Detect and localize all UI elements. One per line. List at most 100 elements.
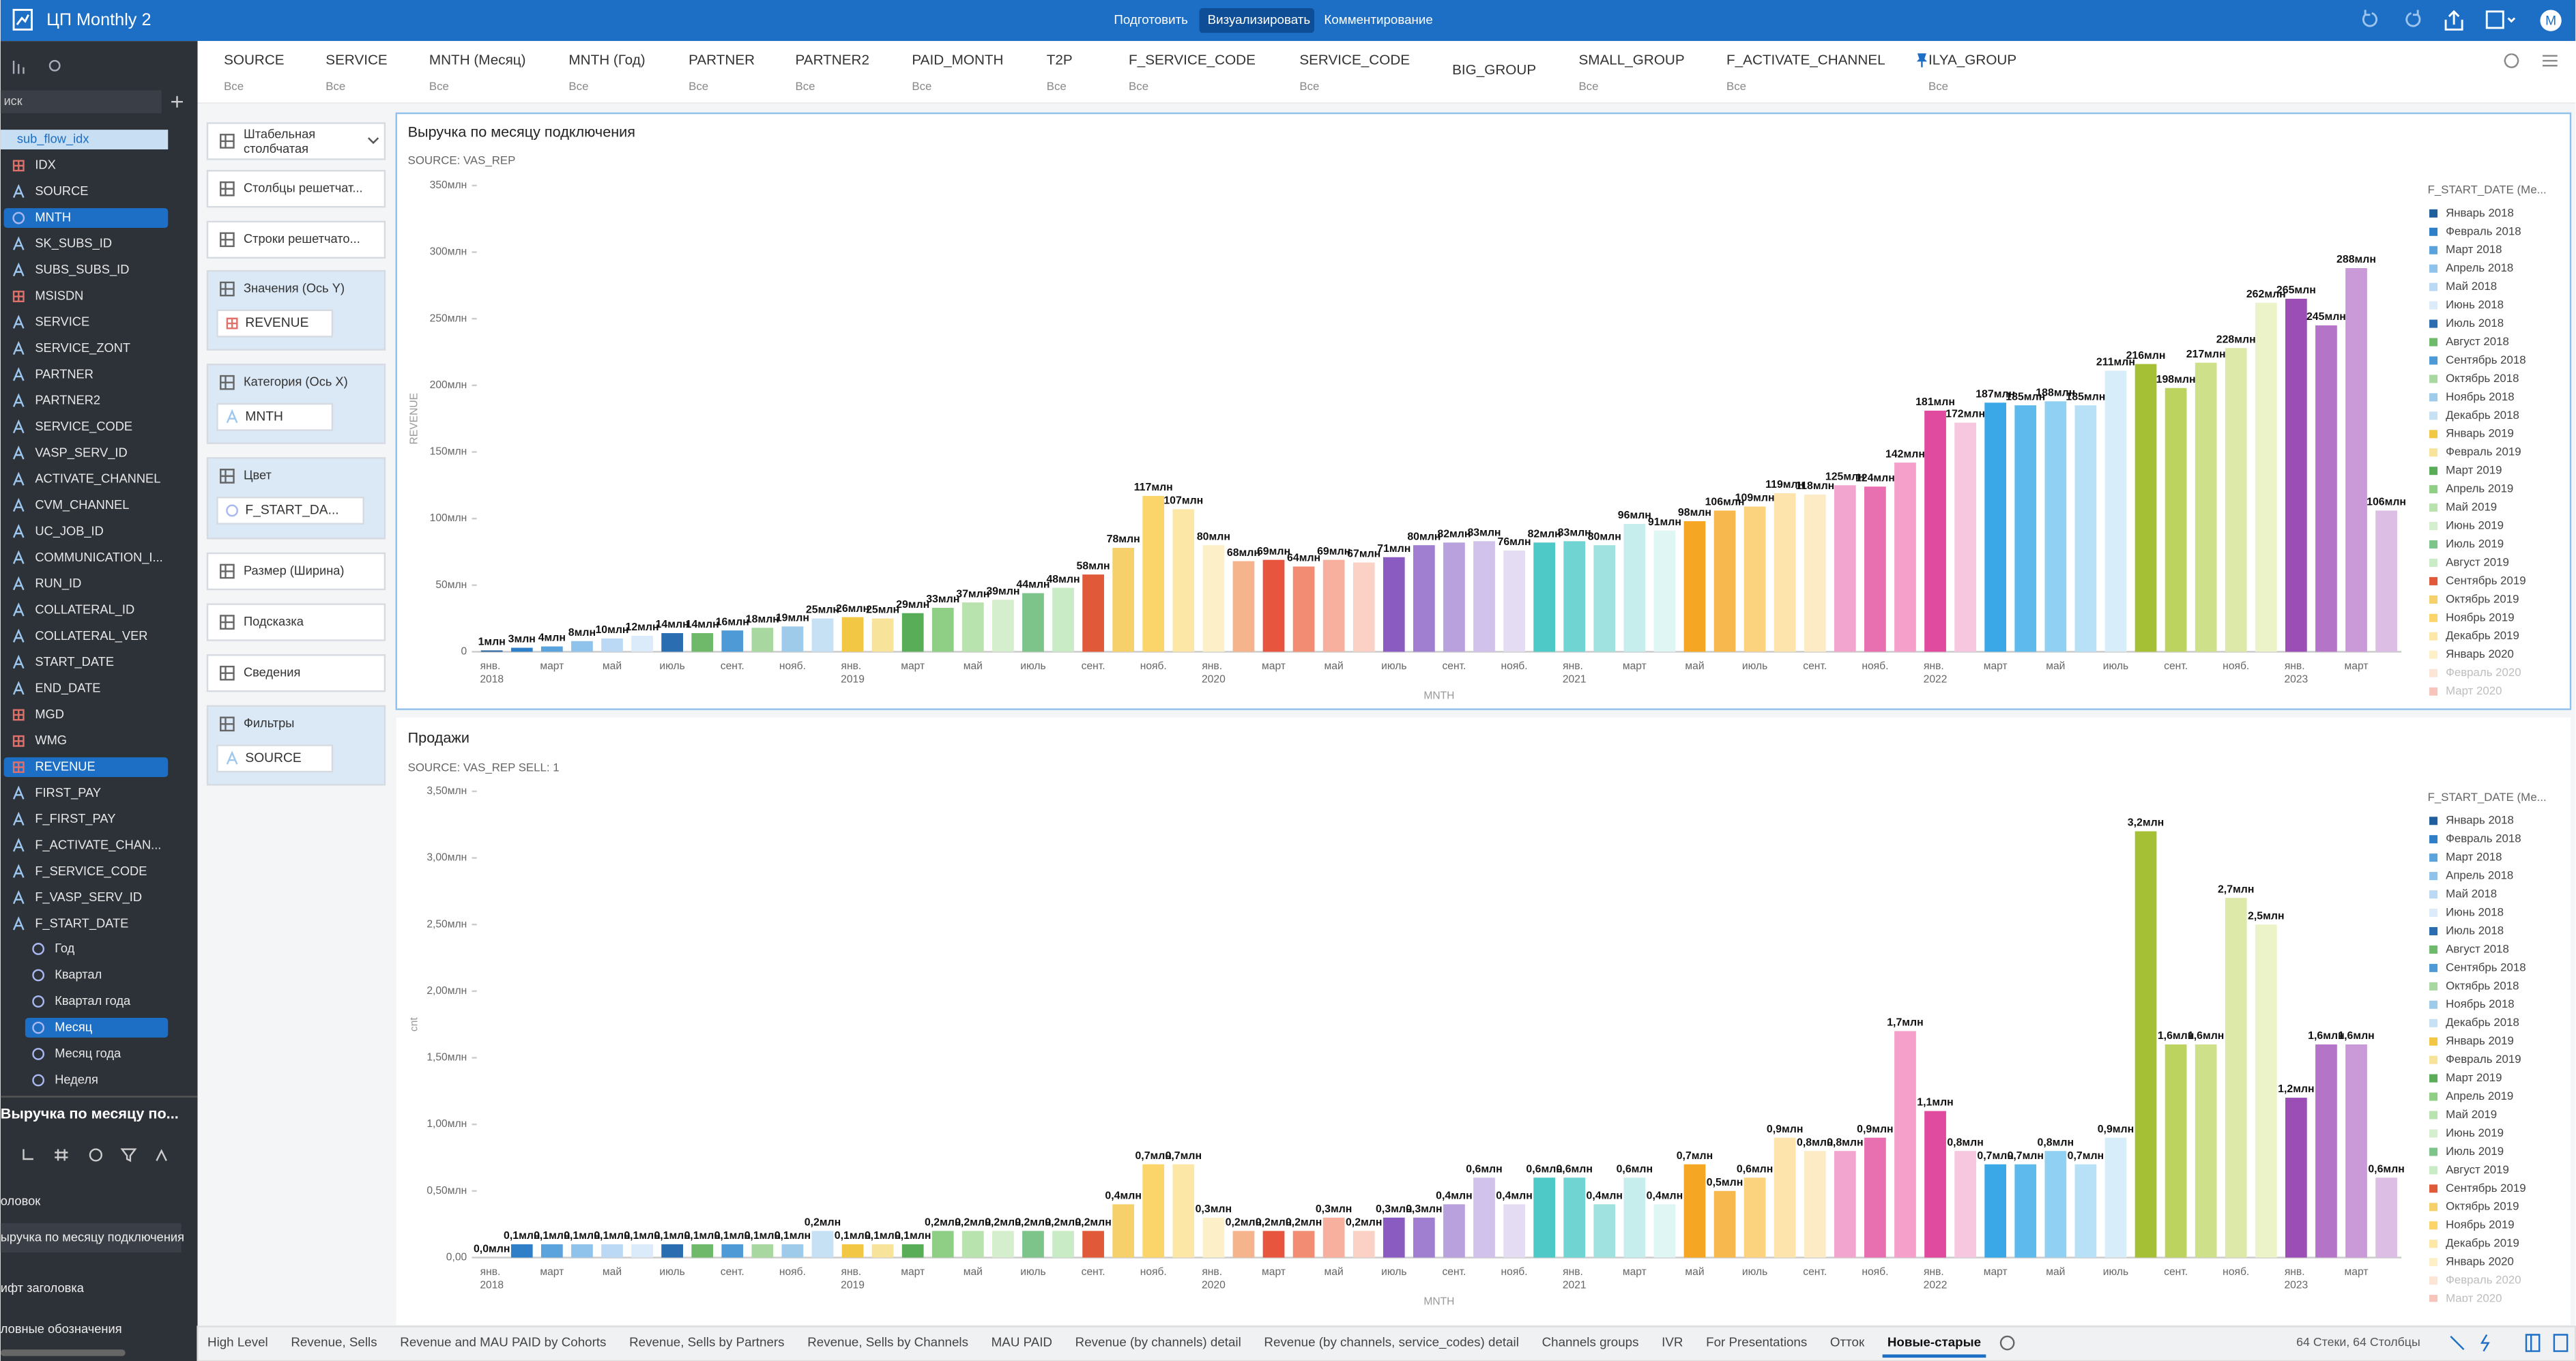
legend-entry[interactable]: Апрель 2018 (2446, 261, 2513, 274)
pill[interactable] (216, 744, 334, 773)
legend-entry[interactable]: Апрель 2018 (2446, 869, 2513, 882)
shelf-label[interactable]: Категория (Ось X) (244, 375, 348, 389)
legend-entry[interactable]: Сентябрь 2019 (2446, 1182, 2526, 1195)
field[interactable]: END_DATE (35, 680, 100, 695)
shelf-label[interactable]: Столбцы решетчат... (244, 181, 363, 195)
filter-name[interactable]: ILYA_GROUP (1928, 53, 2016, 68)
legend-entry[interactable]: Апрель 2019 (2446, 1089, 2513, 1102)
date-part[interactable]: Неделя (55, 1072, 98, 1086)
shelf-label[interactable]: Строки решетчато... (244, 231, 360, 246)
filter-name[interactable]: PAID_MONTH (912, 53, 1003, 68)
tab[interactable]: Revenue (by channels, service_codes) det… (1264, 1334, 1518, 1349)
legend-entry[interactable]: Май 2019 (2446, 1108, 2497, 1121)
field[interactable]: SERVICE_ZONT (35, 340, 130, 355)
date-part[interactable]: Месяц (55, 1019, 93, 1034)
legend-entry[interactable]: Ноябрь 2019 (2446, 1218, 2515, 1231)
legend-entry[interactable]: Март 2020 (2446, 684, 2502, 697)
field[interactable]: F_FIRST_PAY (35, 811, 115, 826)
filter-name[interactable]: SERVICE (325, 53, 387, 68)
legend-entry[interactable]: Октябрь 2018 (2446, 372, 2519, 385)
tab[interactable]: Revenue, Sells by Channels (807, 1334, 968, 1349)
field[interactable]: PARTNER2 (35, 393, 100, 407)
field[interactable]: RUN_ID (35, 576, 81, 591)
field[interactable]: COLLATERAL_VER (35, 628, 147, 643)
filter-value[interactable]: Все (796, 80, 815, 93)
legend-entry[interactable]: Январь 2020 (2446, 647, 2514, 660)
legend-entry[interactable]: Август 2018 (2446, 942, 2509, 955)
legend-entry[interactable]: Март 2019 (2446, 1071, 2502, 1084)
date-part[interactable]: Месяц года (55, 1046, 121, 1060)
tab[interactable]: High Level (207, 1334, 268, 1349)
legend-entry[interactable]: Июль 2018 (2446, 317, 2504, 330)
legend-entry[interactable]: Июнь 2019 (2446, 519, 2504, 532)
filter-name[interactable]: SERVICE_CODE (1299, 53, 1410, 68)
filter-name[interactable]: BIG_GROUP (1452, 62, 1536, 78)
legend-entry[interactable]: Январь 2019 (2446, 1034, 2514, 1047)
legend-entry[interactable]: Сентябрь 2019 (2446, 574, 2526, 587)
legend-entry[interactable]: Февраль 2018 (2446, 832, 2521, 845)
legend-entry[interactable]: Февраль 2019 (2446, 1053, 2521, 1066)
filter-value[interactable]: Все (568, 80, 588, 93)
shelf-label[interactable]: Цвет (244, 468, 272, 482)
tab[interactable]: Revenue, Sells by Partners (629, 1334, 784, 1349)
shelf-label[interactable]: Штабельная столбчатая (244, 126, 319, 156)
legend-entry[interactable]: Октябрь 2018 (2446, 979, 2519, 992)
legend-entry[interactable]: Январь 2019 (2446, 427, 2514, 440)
filter-value[interactable]: Все (1299, 80, 1319, 93)
field[interactable]: VASP_SERV_ID (35, 445, 127, 460)
avatar[interactable] (2540, 10, 2562, 31)
tab[interactable]: Revenue (by channels) detail (1075, 1334, 1241, 1349)
legend-entry[interactable]: Апрель 2019 (2446, 482, 2513, 495)
legend-entry[interactable]: Декабрь 2018 (2446, 1016, 2519, 1029)
legend-entry[interactable]: Январь 2020 (2446, 1255, 2514, 1268)
filter-name[interactable]: MNTH (Год) (568, 53, 645, 68)
search-box[interactable] (0, 90, 162, 114)
field[interactable]: REVENUE (35, 759, 95, 773)
pill-label[interactable]: SOURCE (245, 751, 302, 765)
date-part[interactable]: Квартал (55, 967, 102, 981)
legend-entry[interactable]: Февраль 2020 (2446, 1274, 2521, 1287)
filter-name[interactable]: PARTNER (689, 53, 755, 68)
legend-entry[interactable]: Август 2018 (2446, 335, 2509, 348)
field[interactable]: SERVICE_CODE (35, 419, 132, 434)
pill[interactable] (216, 403, 334, 431)
field[interactable]: ACTIVATE_CHANNEL (35, 471, 160, 486)
tab[interactable]: Revenue, Sells (291, 1334, 377, 1349)
filter-name[interactable]: F_ACTIVATE_CHANNEL (1726, 53, 1885, 68)
shelf-label[interactable]: Значения (Ось Y) (244, 280, 345, 295)
field[interactable]: START_DATE (35, 654, 114, 669)
filter-value[interactable]: Все (429, 80, 449, 93)
legend-entry[interactable]: Август 2019 (2446, 555, 2509, 568)
field[interactable]: MSISDN (35, 288, 83, 302)
filter-value[interactable]: Все (1047, 80, 1067, 93)
legend-entry[interactable]: Декабрь 2019 (2446, 1237, 2519, 1250)
legend-entry[interactable]: Февраль 2019 (2446, 445, 2521, 458)
tab[interactable]: For Presentations (1706, 1334, 1807, 1349)
legend-entry[interactable]: Февраль 2020 (2446, 666, 2521, 679)
legend-entry[interactable]: Декабрь 2018 (2446, 409, 2519, 422)
mode-button[interactable]: Подготовить (1114, 12, 1188, 27)
filter-name[interactable]: SMALL_GROUP (1578, 53, 1684, 68)
filter-name[interactable]: MNTH (Месяц) (429, 53, 526, 68)
legend-entry[interactable]: Февраль 2018 (2446, 224, 2521, 237)
shelf-label[interactable]: Размер (Ширина) (244, 563, 345, 577)
field[interactable]: COLLATERAL_ID (35, 602, 134, 617)
field[interactable]: sub_flow_idx (17, 131, 89, 146)
shelf[interactable] (206, 170, 386, 208)
tab[interactable]: Новые-старые (1887, 1334, 1981, 1349)
filter-value[interactable]: Все (1928, 80, 1948, 93)
legend-entry[interactable]: Ноябрь 2018 (2446, 997, 2515, 1010)
legend-entry[interactable]: Июнь 2018 (2446, 298, 2504, 311)
legend-entry[interactable]: Июнь 2019 (2446, 1126, 2504, 1139)
pill-label[interactable]: REVENUE (245, 316, 308, 330)
legend-entry[interactable]: Январь 2018 (2446, 206, 2514, 219)
tab[interactable]: Channels groups (1542, 1334, 1639, 1349)
legend-entry[interactable]: Сентябрь 2018 (2446, 961, 2526, 974)
legend-entry[interactable]: Март 2018 (2446, 851, 2502, 864)
shelf[interactable] (206, 603, 386, 641)
legend-entry[interactable]: Май 2018 (2446, 280, 2497, 293)
mode-button[interactable]: Комментирование (1324, 12, 1432, 27)
filter-value[interactable]: Все (912, 80, 931, 93)
field[interactable]: SUBS_SUBS_ID (35, 262, 129, 277)
filter-value[interactable]: Все (1129, 80, 1148, 93)
